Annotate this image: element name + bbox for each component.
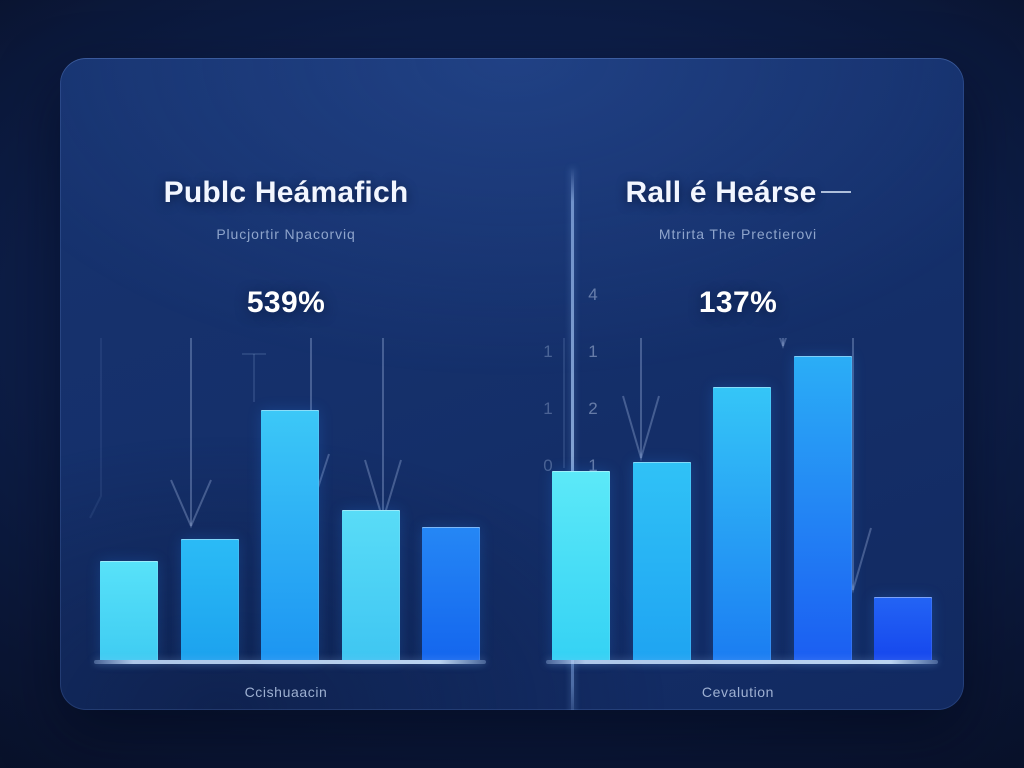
chart-left-bars <box>100 360 480 660</box>
chart-right-bars <box>552 356 932 660</box>
chart-left-baseline <box>94 660 486 664</box>
panel-left: Publc Heámafich Plucjortir Npacorviq 539… <box>60 58 512 710</box>
panel-right-subtitle: Mtrirta The Prectierovi <box>658 226 818 242</box>
axis-tick: 1 <box>543 399 553 418</box>
bar[interactable] <box>100 561 158 660</box>
panel-left-caption-line-1: Ccishuaacin <box>244 684 328 700</box>
bar[interactable] <box>874 597 932 660</box>
panel-right-caption-line-1: Cevalution <box>701 684 775 700</box>
bar[interactable] <box>180 539 239 660</box>
chart-right-baseline <box>546 660 938 664</box>
dashboard-card: Publc Heámafich Plucjortir Npacorviq 539… <box>60 58 964 710</box>
axis-tick: 4 <box>588 285 598 304</box>
panel-left-title: Publc Heámafich <box>163 176 409 209</box>
panel-right: Rall é Heárse Mtrirta The Prectierovi 13… <box>512 58 964 710</box>
panel-right-caption-line-2: Pypbatriõ Honyeotin odsab <box>512 708 964 710</box>
panel-left-caption-line-2: Pa.leepac cot t'ct tnae suisah <box>60 708 512 710</box>
chart-left <box>60 338 512 668</box>
axis-tick: 1 <box>543 342 553 361</box>
deco-arrow-down-icon <box>779 338 787 349</box>
panel-left-metric: 539% <box>246 286 326 319</box>
bar[interactable] <box>422 527 480 660</box>
axis-tick: 2 <box>588 399 598 418</box>
panel-right-metric: 137% <box>698 286 778 319</box>
axis-tick: 1 <box>588 456 598 475</box>
bar[interactable] <box>341 510 400 660</box>
axis-tick: 1 <box>588 342 598 361</box>
chart-right <box>512 338 964 668</box>
bar[interactable] <box>632 462 691 660</box>
bar[interactable] <box>261 410 319 660</box>
panel-right-title: Rall é Heárse <box>512 176 964 210</box>
bar[interactable] <box>552 471 610 660</box>
axis-ticks-left: 1 1 0 <box>537 343 559 514</box>
panel-left-subtitle: Plucjortir Npacorviq <box>216 226 356 242</box>
bar[interactable] <box>713 387 771 660</box>
bar[interactable] <box>793 356 852 660</box>
panel-right-title-text: Rall é Heárse <box>625 176 817 209</box>
panel-divider <box>571 168 574 710</box>
title-rule-icon <box>820 191 851 194</box>
axis-tick: 0 <box>543 456 553 475</box>
